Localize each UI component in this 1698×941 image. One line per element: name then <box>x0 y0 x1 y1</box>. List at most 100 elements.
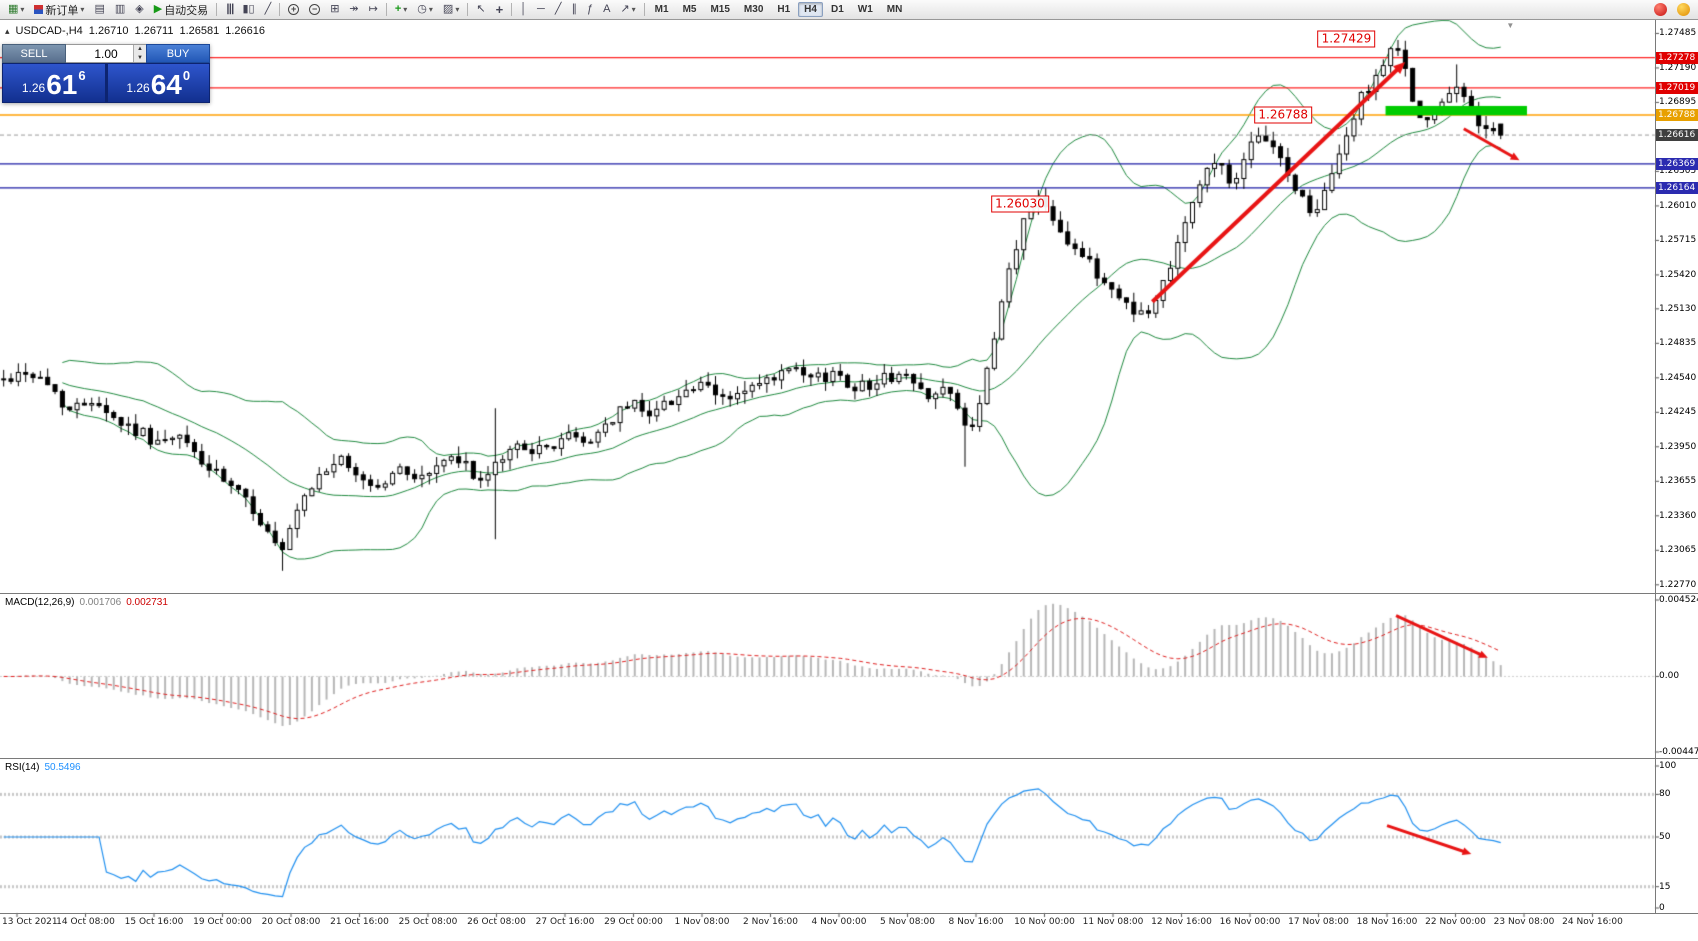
trendline-button[interactable]: ╱ <box>551 0 566 19</box>
buy-price-button[interactable]: 1.26 64 0 <box>106 63 210 103</box>
time-axis-label: 17 Nov 08:00 <box>1288 917 1349 927</box>
one-click-toggle-icon[interactable]: ▴ <box>5 25 10 36</box>
equidistant-channel-button[interactable]: ∥ <box>567 0 581 19</box>
price-annotation-label[interactable]: 1.26788 <box>1254 106 1313 124</box>
toolbar-separator <box>643 3 645 16</box>
candlestick-chart-button[interactable]: ▮▯ <box>238 0 258 19</box>
sell-price-sup: 6 <box>78 68 86 83</box>
cursor-button[interactable]: ↖ <box>472 0 489 19</box>
price-axis-label: 1.24835 <box>1659 338 1697 349</box>
time-axis-line <box>0 913 1698 914</box>
time-axis-label: 24 Nov 16:00 <box>1562 917 1623 927</box>
timeframe-button-MN[interactable]: MN <box>886 4 903 15</box>
stepper-down-icon[interactable]: ▼ <box>134 53 146 62</box>
periods-button[interactable]: ◷ ▾ <box>413 0 437 19</box>
price-annotation-label[interactable]: 1.27429 <box>1317 30 1376 48</box>
zoom-minus-icon: − <box>309 4 321 15</box>
timeframe-button-D1[interactable]: D1 <box>830 4 844 15</box>
new-order-button[interactable]: 新订单 ▾ <box>30 0 88 19</box>
new-chart-button[interactable]: ▦ ▾ <box>4 0 28 19</box>
timeframe-button-M15[interactable]: M15 <box>710 4 730 15</box>
price-axis-badge-1.27019: 1.27019 <box>1656 81 1698 94</box>
time-axis-label: 29 Oct 00:00 <box>604 917 663 927</box>
navigator-button[interactable]: ◈ <box>131 0 147 19</box>
sell-button[interactable]: SELL <box>2 44 66 63</box>
panel-divider-rsi[interactable] <box>0 758 1698 759</box>
toolbar-separator <box>216 3 218 16</box>
line-chart-button[interactable]: ╱ <box>261 0 276 19</box>
time-axis-label: 13 Oct 2021 <box>2 917 58 927</box>
rsi-axis-label: 100 <box>1659 761 1677 771</box>
chevron-down-icon: ▾ <box>20 5 25 14</box>
chart-shift-button[interactable]: ↦ <box>365 0 382 19</box>
price-axis-label: 1.24245 <box>1659 407 1697 418</box>
stepper-up-icon[interactable]: ▲ <box>134 45 146 54</box>
timeframe-button-W1[interactable]: W1 <box>857 4 873 15</box>
timeframe-button-M30[interactable]: M30 <box>743 4 764 15</box>
plus-green-icon: + <box>394 3 402 15</box>
template-icon: ▨ <box>442 3 454 15</box>
data-window-button[interactable]: ▥ <box>111 0 129 19</box>
red-circle-button[interactable] <box>1650 0 1671 19</box>
horizontal-line-button[interactable]: ─ <box>533 0 549 19</box>
zoom-in-button[interactable]: + <box>284 0 303 19</box>
macd-signal-value: 0.002731 <box>126 597 168 608</box>
circle-orange-icon <box>1677 3 1690 16</box>
chart-candles-icon: ▦ <box>8 3 19 15</box>
trendline-icon: ╱ <box>554 3 562 15</box>
rsi-value: 50.5496 <box>44 762 81 773</box>
tile-windows-button[interactable]: ⊞ <box>326 0 343 19</box>
crosshair-button[interactable]: + <box>492 0 508 19</box>
macd-axis-label: -0.00447 <box>1659 747 1698 757</box>
axis-separator <box>1655 20 1656 913</box>
bars-chart-button[interactable]: ┃┃┃ <box>221 0 236 19</box>
time-axis-label: 16 Nov 00:00 <box>1219 917 1281 927</box>
timeframe-button-H4[interactable]: H4 <box>798 2 823 17</box>
sell-price-button[interactable]: 1.26 61 6 <box>2 63 106 103</box>
market-watch-button[interactable]: ▤ <box>90 0 108 19</box>
compass-icon: ◈ <box>135 3 144 15</box>
chevron-down-icon: ▾ <box>428 5 433 14</box>
text-label-button[interactable]: A <box>599 0 614 19</box>
vertical-line-button[interactable]: │ <box>516 0 531 19</box>
fibo-icon: ƒ <box>586 3 594 15</box>
templates-button[interactable]: ▨ ▾ <box>439 0 463 19</box>
time-axis-label: 22 Nov 00:00 <box>1425 917 1486 927</box>
chevron-down-icon: ▾ <box>631 5 636 14</box>
timeframe-button-M5[interactable]: M5 <box>682 4 697 15</box>
grid-icon: ▤ <box>94 3 105 15</box>
price-axis-label: 1.22770 <box>1659 579 1697 590</box>
price-axis-label: 1.23655 <box>1659 476 1697 487</box>
panel-divider-macd[interactable] <box>0 593 1698 594</box>
buy-button[interactable]: BUY <box>146 44 210 63</box>
macd-axis-label: 0.004524 <box>1659 595 1698 605</box>
time-axis-label: 1 Nov 08:00 <box>674 917 730 927</box>
time-axis-label: 19 Oct 00:00 <box>193 917 252 927</box>
volume-field[interactable]: 1.00 ▲ ▼ <box>66 44 146 63</box>
autotrading-label: 自动交易 <box>164 4 209 17</box>
time-axis-label: 25 Oct 08:00 <box>398 917 458 927</box>
orange-circle-button[interactable] <box>1673 0 1694 19</box>
toolbar-separator <box>467 3 469 16</box>
timeframe-button-M1[interactable]: M1 <box>654 4 669 15</box>
zoom-out-button[interactable]: − <box>305 0 324 19</box>
rsi-label: RSI(14) <box>5 762 40 773</box>
price-axis-badge-1.27278: 1.27278 <box>1656 51 1698 64</box>
price-axis-label: 1.27190 <box>1659 62 1697 73</box>
arrows-tool-button[interactable]: ↗ ▾ <box>616 0 639 19</box>
time-axis-label: 20 Oct 08:00 <box>261 917 321 927</box>
price-annotation-label[interactable]: 1.26030 <box>991 195 1049 213</box>
ohlc-close: 1.26616 <box>225 25 266 37</box>
auto-scroll-button[interactable]: ↠ <box>345 0 362 19</box>
indicators-button[interactable]: + ▾ <box>391 0 411 19</box>
text-a-icon: A <box>603 3 611 15</box>
line-icon: ╱ <box>264 3 272 15</box>
order-arrows-icon <box>34 5 44 14</box>
fibonacci-button[interactable]: ƒ <box>583 0 597 19</box>
autotrading-button[interactable]: ▶ 自动交易 <box>150 0 212 19</box>
time-axis-label: 21 Oct 16:00 <box>330 917 389 927</box>
timeframe-button-H1[interactable]: H1 <box>777 4 791 15</box>
toolbar-separator <box>385 3 387 16</box>
